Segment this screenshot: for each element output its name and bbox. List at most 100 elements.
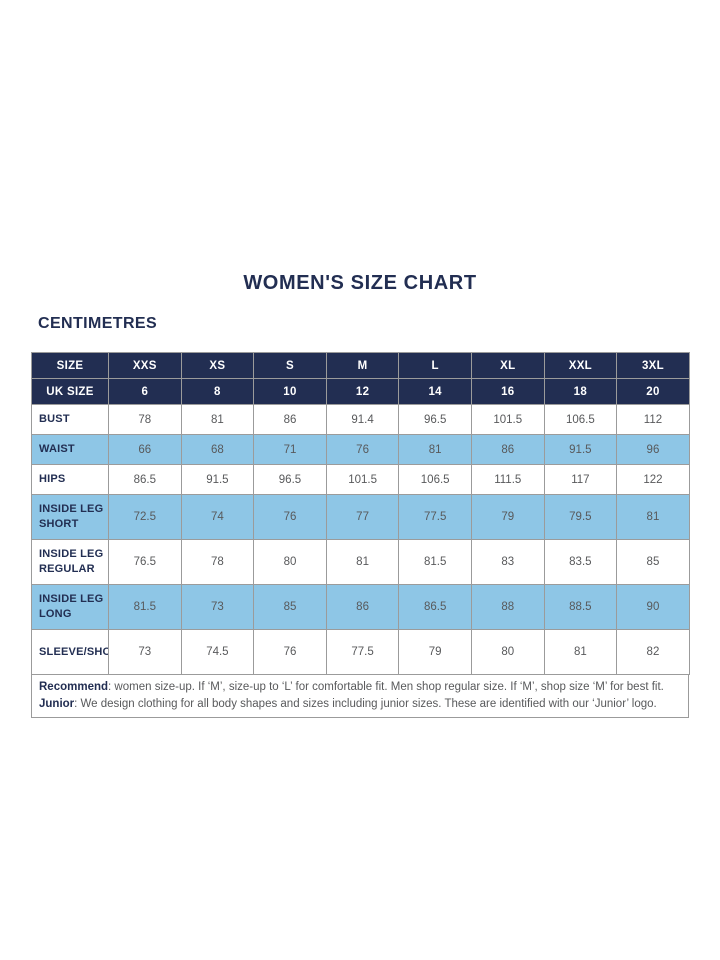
footnote-lead: Junior xyxy=(39,697,75,710)
table-cell: 96.5 xyxy=(398,404,472,435)
table-cell: 77.5 xyxy=(325,629,400,675)
table-cell: 76 xyxy=(325,434,400,465)
table-cell: 88 xyxy=(470,584,545,630)
table-cell: 74.5 xyxy=(180,629,255,675)
table-cell: 76 xyxy=(253,494,327,540)
row-label: HIPS xyxy=(31,464,109,495)
table-cell: 85 xyxy=(253,584,327,630)
header-cell: 8 xyxy=(180,378,255,405)
header-cell: S xyxy=(253,352,327,379)
header-cell: 20 xyxy=(616,378,690,405)
table-cell: 79 xyxy=(470,494,545,540)
header-cell-size-label: SIZE xyxy=(31,352,109,379)
table-cell: 76.5 xyxy=(108,539,182,585)
table-cell: 80 xyxy=(470,629,545,675)
row-label: INSIDE LEG LONG xyxy=(31,584,109,630)
table-cell: 91.5 xyxy=(180,464,255,495)
table-row-waist: WAIST 66 68 71 76 81 86 91.5 96 xyxy=(31,434,690,465)
table-cell: 85 xyxy=(616,539,690,585)
table-cell: 81 xyxy=(398,434,472,465)
table-cell: 78 xyxy=(180,539,255,585)
row-label: WAIST xyxy=(31,434,109,465)
table-cell: 88.5 xyxy=(543,584,618,630)
row-label: BUST xyxy=(31,404,109,435)
table-cell: 66 xyxy=(108,434,182,465)
footnote-recommend: Recommend: women size-up. If ‘M’, size-u… xyxy=(39,679,680,696)
table-cell: 96 xyxy=(616,434,690,465)
table-cell: 81 xyxy=(325,539,400,585)
table-row-sleeve-shoulder: SLEEVE/SHOULDER 73 74.5 76 77.5 79 80 81… xyxy=(31,629,690,675)
table-cell: 83 xyxy=(470,539,545,585)
header-cell: XL xyxy=(470,352,545,379)
table-cell: 81.5 xyxy=(398,539,472,585)
table-cell: 122 xyxy=(616,464,690,495)
table-cell: 81 xyxy=(616,494,690,540)
table-cell: 80 xyxy=(253,539,327,585)
size-table-container: SIZE XXS XS S M L XL XXL 3XL UK SIZE 6 8… xyxy=(31,352,690,718)
header-cell: 18 xyxy=(543,378,618,405)
table-row-inside-leg-short: INSIDE LEG SHORT 72.5 74 76 77 77.5 79 7… xyxy=(31,494,690,540)
table-cell: 81 xyxy=(180,404,255,435)
table-row-uk-size: UK SIZE 6 8 10 12 14 16 18 20 xyxy=(31,378,690,405)
table-cell: 81.5 xyxy=(108,584,182,630)
table-cell: 106.5 xyxy=(398,464,472,495)
table-cell: 71 xyxy=(253,434,327,465)
table-cell: 77 xyxy=(325,494,400,540)
table-cell: 82 xyxy=(616,629,690,675)
table-row-size: SIZE XXS XS S M L XL XXL 3XL xyxy=(31,352,690,379)
table-cell: 91.5 xyxy=(543,434,618,465)
header-cell-uk-size-label: UK SIZE xyxy=(31,378,109,405)
footnote-junior: Junior: We design clothing for all body … xyxy=(39,696,680,713)
header-cell: L xyxy=(398,352,472,379)
row-label: INSIDE LEG REGULAR xyxy=(31,539,109,585)
table-cell: 106.5 xyxy=(543,404,618,435)
table-cell: 68 xyxy=(180,434,255,465)
table-cell: 73 xyxy=(180,584,255,630)
table-cell: 86.5 xyxy=(108,464,182,495)
header-cell: XXS xyxy=(108,352,182,379)
size-table: SIZE XXS XS S M L XL XXL 3XL UK SIZE 6 8… xyxy=(31,352,690,675)
table-row-bust: BUST 78 81 86 91.4 96.5 101.5 106.5 112 xyxy=(31,404,690,435)
header-cell: 14 xyxy=(398,378,472,405)
table-cell: 86.5 xyxy=(398,584,472,630)
table-cell: 79.5 xyxy=(543,494,618,540)
table-cell: 101.5 xyxy=(470,404,545,435)
table-cell: 83.5 xyxy=(543,539,618,585)
table-cell: 90 xyxy=(616,584,690,630)
table-cell: 74 xyxy=(180,494,255,540)
header-cell: 6 xyxy=(108,378,182,405)
table-cell: 91.4 xyxy=(325,404,400,435)
header-cell: 3XL xyxy=(616,352,690,379)
row-label: SLEEVE/SHOULDER xyxy=(31,629,109,675)
table-cell: 73 xyxy=(108,629,182,675)
table-cell: 111.5 xyxy=(470,464,545,495)
header-cell: XS xyxy=(180,352,255,379)
footnotes-box: Recommend: women size-up. If ‘M’, size-u… xyxy=(31,674,689,718)
table-cell: 86 xyxy=(253,404,327,435)
footnote-text: : We design clothing for all body shapes… xyxy=(74,697,657,710)
unit-heading: CENTIMETRES xyxy=(38,315,158,332)
page-title: WOMEN'S SIZE CHART xyxy=(243,272,477,294)
table-cell: 86 xyxy=(470,434,545,465)
header-cell: 16 xyxy=(470,378,545,405)
table-cell: 77.5 xyxy=(398,494,472,540)
table-cell: 81 xyxy=(543,629,618,675)
table-cell: 86 xyxy=(325,584,400,630)
table-cell: 112 xyxy=(616,404,690,435)
table-cell: 101.5 xyxy=(325,464,400,495)
table-cell: 79 xyxy=(398,629,472,675)
table-row-inside-leg-long: INSIDE LEG LONG 81.5 73 85 86 86.5 88 88… xyxy=(31,584,690,630)
footnote-text: : women size-up. If ‘M’, size-up to ‘L’ … xyxy=(108,681,664,693)
header-cell: M xyxy=(325,352,400,379)
table-cell: 117 xyxy=(543,464,618,495)
table-row-hips: HIPS 86.5 91.5 96.5 101.5 106.5 111.5 11… xyxy=(31,464,690,495)
table-cell: 96.5 xyxy=(253,464,327,495)
table-row-inside-leg-regular: INSIDE LEG REGULAR 76.5 78 80 81 81.5 83… xyxy=(31,539,690,585)
footnote-lead: Recommend xyxy=(39,681,109,693)
header-cell: 10 xyxy=(253,378,327,405)
row-label: INSIDE LEG SHORT xyxy=(31,494,109,540)
table-cell: 76 xyxy=(253,629,327,675)
header-cell: XXL xyxy=(543,352,618,379)
table-cell: 72.5 xyxy=(108,494,182,540)
